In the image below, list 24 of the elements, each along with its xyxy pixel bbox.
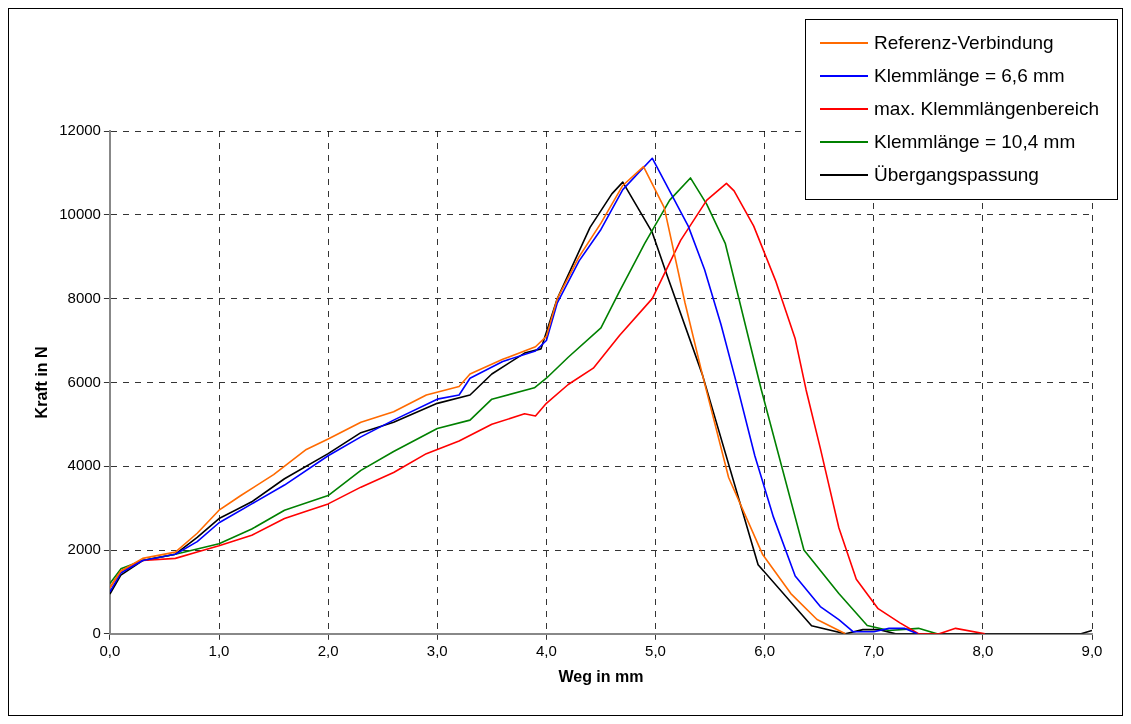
legend-label: max. Klemmlängenbereich bbox=[874, 97, 1099, 120]
legend-label: Übergangspassung bbox=[874, 163, 1039, 186]
x-tick-label: 6,0 bbox=[754, 641, 776, 659]
x-tick-label: 4,0 bbox=[535, 641, 557, 659]
legend-label: Referenz-Verbindung bbox=[874, 31, 1054, 54]
y-tick-label: 4000 bbox=[67, 456, 101, 474]
x-tick-label: 2,0 bbox=[317, 641, 339, 659]
y-axis-title: Kraft in N bbox=[33, 346, 51, 419]
x-tick-label: 7,0 bbox=[863, 641, 885, 659]
x-tick-label: 3,0 bbox=[426, 641, 448, 659]
y-tick-label: 10000 bbox=[59, 204, 101, 222]
x-tick-label: 8,0 bbox=[972, 641, 994, 659]
y-tick-label: 8000 bbox=[67, 288, 101, 306]
y-tick-label: 2000 bbox=[67, 540, 101, 558]
x-axis-title: Weg in mm bbox=[558, 667, 644, 685]
legend-label: Klemmlänge = 10,4 mm bbox=[874, 130, 1076, 153]
x-tick-label: 1,0 bbox=[208, 641, 230, 659]
y-tick-label: 0 bbox=[92, 623, 101, 641]
x-tick-label: 5,0 bbox=[645, 641, 666, 659]
y-tick-label: 6000 bbox=[67, 372, 101, 390]
y-tick-label: 12000 bbox=[59, 121, 101, 139]
x-tick-label: 9,0 bbox=[1081, 641, 1103, 659]
x-tick-label: 0,0 bbox=[99, 641, 121, 659]
legend-label: Klemmlänge = 6,6 mm bbox=[874, 64, 1065, 87]
